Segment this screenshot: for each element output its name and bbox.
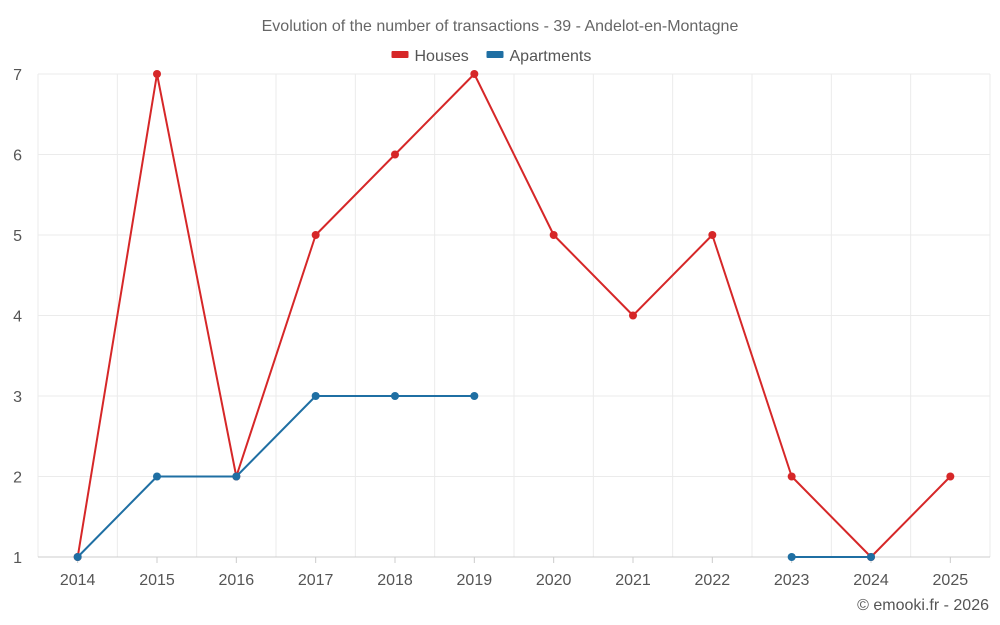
legend-label-apartments: Apartments: [510, 48, 592, 65]
y-tick-label: 7: [13, 67, 22, 84]
data-point-houses: [153, 70, 161, 78]
y-tick-label: 3: [13, 389, 22, 406]
data-point-houses: [549, 231, 558, 239]
axes: 1 2 3 4 5 6 7 2014 2015 2016 2017 2018 2019 2020 2021 2…: [13, 67, 990, 589]
y-tick-label: 1: [13, 550, 22, 567]
credit-text: © emooki.fr - 2026: [857, 597, 989, 614]
x-tick-label: 2025: [933, 572, 969, 589]
legend-label-houses: Houses: [415, 48, 469, 65]
x-tick-label: 2022: [695, 572, 731, 589]
x-tick-label: 2014: [60, 572, 96, 589]
series-apartments: [73, 392, 875, 561]
data-point-houses: [311, 231, 320, 239]
data-point-houses: [946, 472, 955, 481]
data-point-apartments: [153, 472, 161, 481]
data-point-apartments: [73, 553, 82, 561]
x-tick-label: 2017: [298, 572, 334, 589]
data-point-houses: [470, 70, 479, 78]
legend-swatch-houses: [391, 51, 409, 58]
legend-swatch-apartments: [486, 51, 504, 58]
series-line-apartments: [76, 395, 871, 558]
y-tick-label: 4: [13, 309, 22, 326]
data-point-apartments: [232, 472, 241, 481]
data-point-apartments: [867, 553, 875, 561]
legend-item-apartments: Apartments: [486, 48, 592, 65]
data-point-houses: [629, 311, 637, 320]
data-point-apartments: [391, 392, 399, 400]
series-line-houses: [76, 73, 952, 558]
y-tick-label: 6: [13, 148, 22, 165]
x-tick-label: 2024: [853, 572, 889, 589]
x-tick-label: 2015: [139, 572, 175, 589]
y-tick-label: 2: [13, 470, 22, 487]
x-tick-label: 2020: [536, 572, 572, 589]
data-point-houses: [787, 472, 796, 481]
chart-title: Evolution of the number of transactions …: [262, 18, 739, 35]
x-tick-label: 2021: [615, 572, 651, 589]
legend-item-houses: Houses: [391, 48, 469, 65]
legend: Houses Apartments: [391, 48, 592, 65]
data-point-houses: [708, 231, 717, 239]
x-tick-label: 2016: [219, 572, 255, 589]
x-tick-label: 2018: [377, 572, 413, 589]
data-point-apartments: [311, 392, 320, 400]
y-tick-label: 5: [13, 228, 22, 245]
data-point-houses: [391, 150, 399, 159]
data-point-apartments: [787, 553, 796, 561]
x-tick-label: 2023: [774, 572, 810, 589]
data-point-apartments: [470, 392, 479, 400]
x-tick-label: 2019: [457, 572, 493, 589]
series-group: [73, 70, 955, 561]
grid: [37, 73, 991, 557]
